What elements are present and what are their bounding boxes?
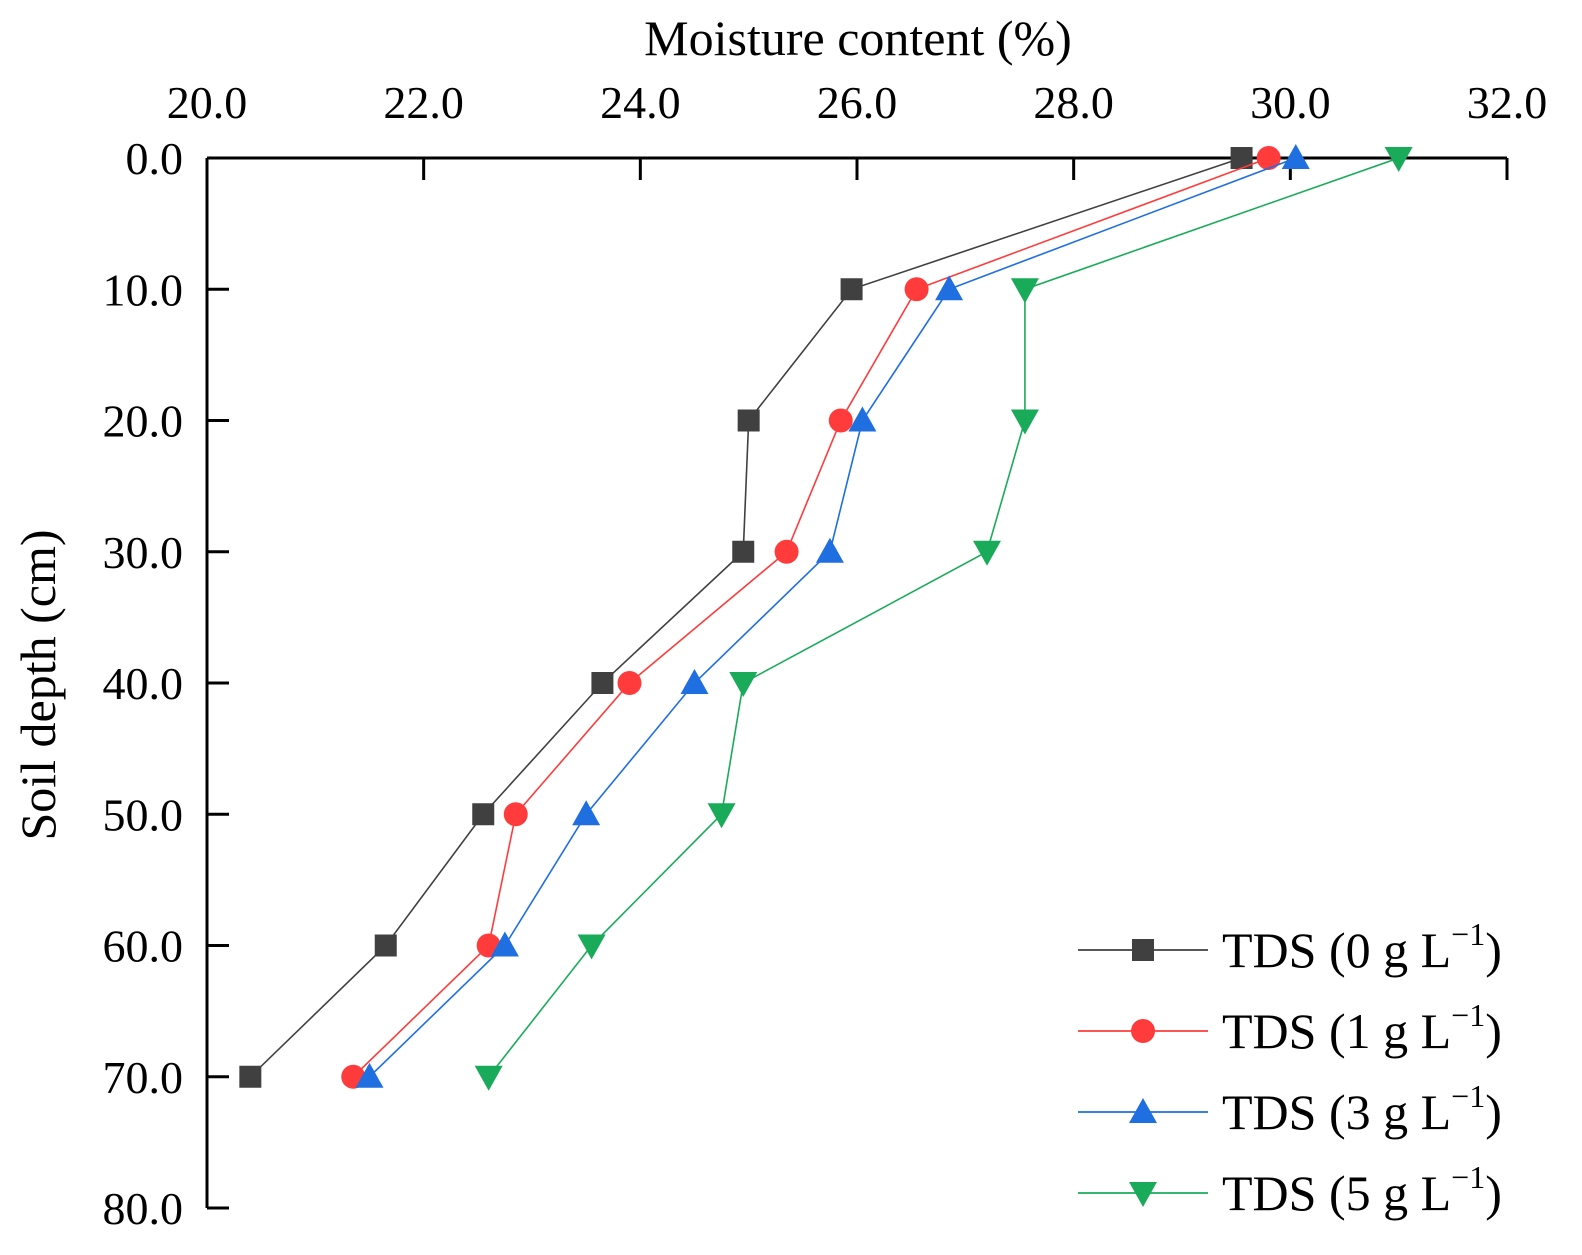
data-point xyxy=(732,540,755,563)
plot-area xyxy=(239,144,1413,1091)
series-0 xyxy=(239,147,1253,1088)
data-point xyxy=(904,277,929,302)
data-point xyxy=(935,275,964,301)
legend-label-text: TDS (5 g L xyxy=(1222,1165,1451,1221)
axes: 20.0 22.0 24.0 26.0 28.0 30.0 32.0 0.0 10.0 20.0 3… xyxy=(103,77,1548,1234)
y-tick-label: 10.0 xyxy=(103,264,184,315)
data-point xyxy=(591,672,614,694)
x-tick-label: 24.0 xyxy=(600,77,681,128)
legend-label-suffix: ) xyxy=(1485,1003,1502,1059)
data-point xyxy=(1230,147,1253,169)
data-point xyxy=(239,1065,262,1088)
data-point xyxy=(572,800,601,826)
legend-label-text: TDS (3 g L xyxy=(1222,1084,1451,1140)
series-line-0 xyxy=(249,157,1242,1078)
x-tick-label: 26.0 xyxy=(817,77,898,128)
data-point xyxy=(374,934,397,957)
legend: TDS (0 g L−1)TDS (1 g L−1)TDS (3 g L−1)T… xyxy=(1078,916,1502,1221)
data-point xyxy=(617,671,642,695)
data-point xyxy=(973,540,1001,566)
legend-label-superscript: −1 xyxy=(1451,1159,1485,1195)
legend-item-2: TDS (3 g L−1) xyxy=(1078,1078,1502,1140)
series-line-2 xyxy=(368,157,1297,1078)
legend-label: TDS (5 g L−1) xyxy=(1222,1159,1502,1221)
y-tick-label: 0.0 xyxy=(126,133,184,184)
x-tick-label: 22.0 xyxy=(383,77,464,128)
x-axis-title: Moisture content (%) xyxy=(644,10,1072,66)
y-tick-label: 60.0 xyxy=(103,921,184,972)
legend-label-suffix: ) xyxy=(1485,1084,1502,1140)
y-tick-label: 50.0 xyxy=(103,789,184,840)
y-tick-label: 70.0 xyxy=(103,1052,184,1103)
legend-item-0: TDS (0 g L−1) xyxy=(1078,916,1502,978)
data-point xyxy=(474,1065,503,1091)
data-point xyxy=(737,409,760,432)
y-axis-title: Soil depth (cm) xyxy=(10,529,66,840)
series-line-3 xyxy=(488,157,1399,1078)
data-point xyxy=(355,1062,384,1088)
data-point xyxy=(503,802,528,827)
x-tick-label: 32.0 xyxy=(1467,77,1548,128)
legend-label-superscript: −1 xyxy=(1451,1078,1485,1114)
data-point xyxy=(828,408,853,433)
data-point xyxy=(1256,146,1281,170)
legend-marker xyxy=(1131,1019,1155,1043)
data-point xyxy=(707,803,736,829)
legend-marker xyxy=(1132,939,1154,961)
series-line-1 xyxy=(352,157,1269,1078)
y-tick-label: 30.0 xyxy=(103,527,184,578)
data-point xyxy=(1281,144,1310,169)
x-tick-label: 28.0 xyxy=(1033,77,1114,128)
legend-label-superscript: −1 xyxy=(1451,997,1485,1033)
x-tick-label: 30.0 xyxy=(1250,77,1331,128)
data-point xyxy=(774,539,799,564)
legend-label-text: TDS (0 g L xyxy=(1222,922,1451,978)
legend-marker xyxy=(1129,1182,1157,1207)
y-tick-label: 40.0 xyxy=(103,658,184,709)
data-point xyxy=(729,672,758,697)
data-point xyxy=(680,669,709,694)
legend-label: TDS (0 g L−1) xyxy=(1222,916,1502,978)
legend-label-suffix: ) xyxy=(1485,1165,1502,1221)
data-point xyxy=(1010,278,1039,304)
data-point xyxy=(490,931,519,957)
y-tick-label: 20.0 xyxy=(103,396,184,447)
data-point xyxy=(472,803,495,826)
data-point xyxy=(577,934,606,960)
series-3 xyxy=(474,147,1413,1091)
y-tick-label: 80.0 xyxy=(103,1183,184,1234)
legend-item-1: TDS (1 g L−1) xyxy=(1078,997,1502,1059)
legend-label-text: TDS (1 g L xyxy=(1222,1003,1451,1059)
data-point xyxy=(848,406,877,432)
legend-label: TDS (3 g L−1) xyxy=(1222,1078,1502,1140)
legend-item-3: TDS (5 g L−1) xyxy=(1078,1159,1502,1221)
legend-label: TDS (1 g L−1) xyxy=(1222,997,1502,1059)
data-point xyxy=(1010,409,1039,435)
x-tick-label: 20.0 xyxy=(167,77,248,128)
legend-label-suffix: ) xyxy=(1485,922,1502,978)
series-2 xyxy=(355,144,1310,1088)
data-point xyxy=(815,537,844,563)
legend-label-superscript: −1 xyxy=(1451,916,1485,952)
data-point xyxy=(840,278,863,301)
data-point xyxy=(1384,147,1413,172)
legend-marker xyxy=(1129,1098,1157,1123)
